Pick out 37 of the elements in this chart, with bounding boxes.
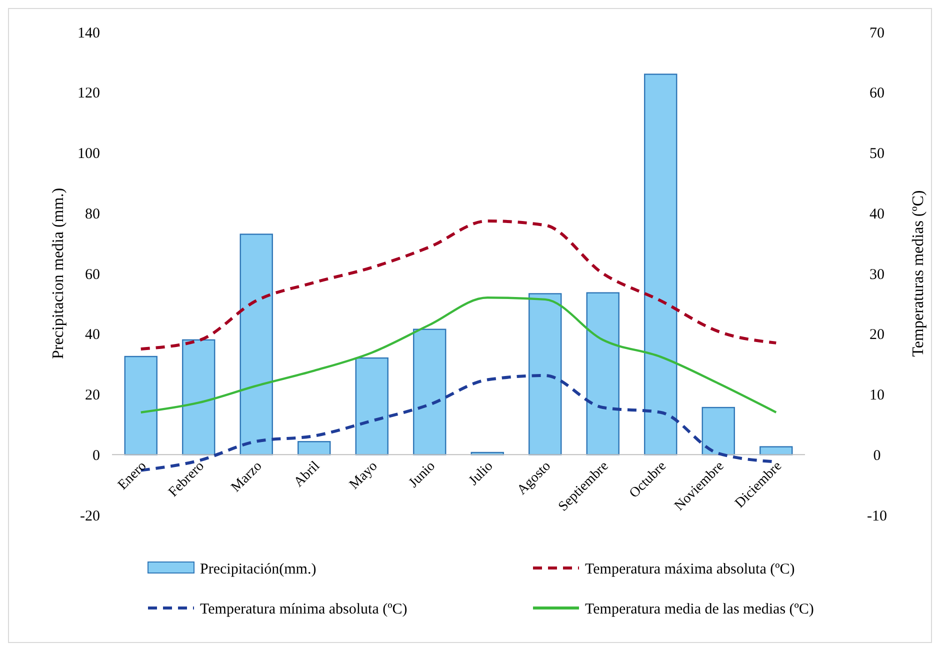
y2-tick-label: 50 bbox=[870, 146, 884, 162]
bar bbox=[240, 234, 273, 456]
legend-label: Precipitación(mm.) bbox=[200, 561, 316, 578]
y2-tick-label: 60 bbox=[870, 86, 884, 102]
legend-label: Temperatura mínima absoluta (ºC) bbox=[200, 601, 408, 618]
y-tick-label: 120 bbox=[78, 86, 100, 102]
y2-tick-label: 70 bbox=[870, 25, 884, 42]
line-series bbox=[139, 219, 778, 350]
y-axis-title: Precipitacion media (mm.) bbox=[50, 188, 67, 360]
bar bbox=[298, 441, 331, 456]
y-tick-label: 40 bbox=[85, 327, 100, 344]
y2-tick-label: -10 bbox=[867, 508, 887, 524]
legend-label: Temperatura máxima absoluta (ºC) bbox=[585, 561, 795, 578]
bar bbox=[644, 74, 678, 456]
y2-tick-label: 30 bbox=[870, 266, 884, 283]
bar bbox=[586, 292, 620, 456]
y-tick-label: 0 bbox=[92, 448, 100, 464]
y-tick-label: 100 bbox=[78, 146, 100, 162]
y-tick-label: -20 bbox=[80, 508, 100, 524]
line-series bbox=[140, 296, 778, 414]
y2-tick-label: 20 bbox=[870, 327, 884, 344]
y-tick-label: 60 bbox=[85, 266, 100, 283]
legend-label: Temperatura media de las medias (ºC) bbox=[585, 601, 814, 618]
bar bbox=[413, 328, 446, 456]
y2-tick-label: 0 bbox=[873, 448, 881, 464]
y-tick-label: 80 bbox=[85, 206, 100, 222]
y2-axis-title: Temperaturas medias (ºC) bbox=[910, 190, 927, 357]
y-tick-label: 140 bbox=[78, 25, 100, 42]
y2-tick-label: 40 bbox=[870, 206, 884, 222]
x-tick-label: Julio bbox=[466, 458, 496, 489]
bar bbox=[182, 339, 216, 456]
bar bbox=[124, 356, 158, 456]
y2-tick-label: 10 bbox=[870, 388, 884, 404]
bar bbox=[702, 406, 735, 456]
bar bbox=[355, 357, 388, 456]
y-tick-label: 20 bbox=[85, 388, 100, 404]
bar bbox=[528, 293, 562, 456]
